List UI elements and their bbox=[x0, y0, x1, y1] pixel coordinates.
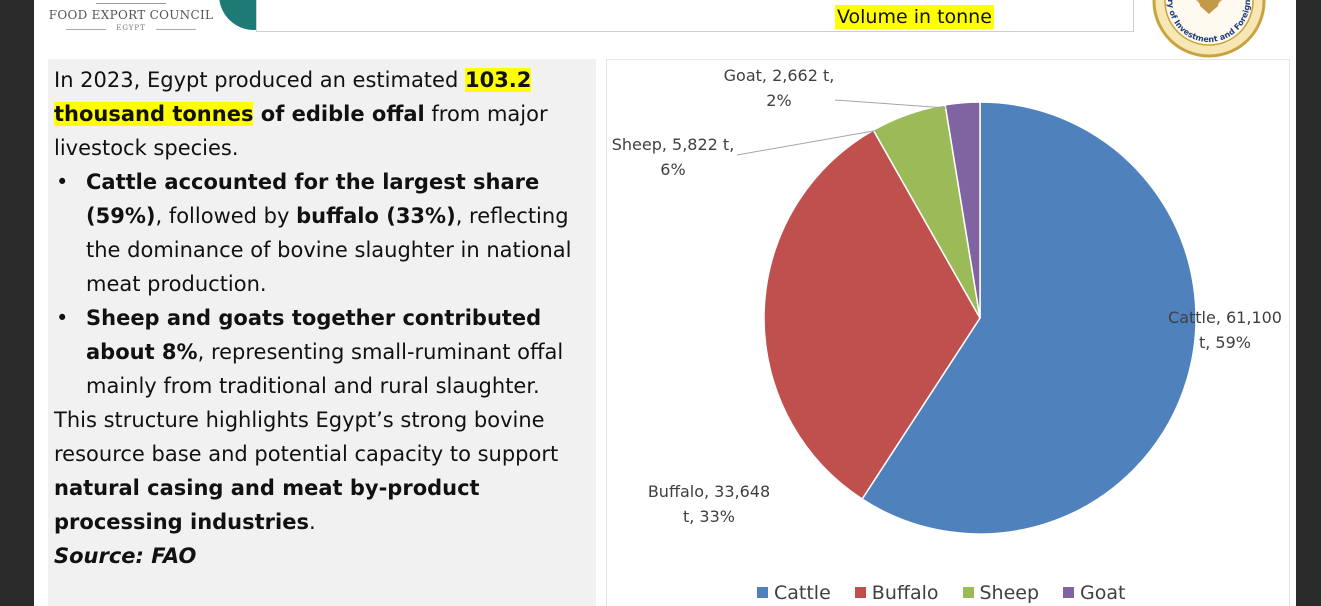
legend-swatch bbox=[1063, 587, 1075, 598]
source-citation: Source: FAO bbox=[54, 544, 197, 568]
slide: FOOD EXPORT COUNCIL EGYPT Volume in tonn… bbox=[34, 0, 1296, 606]
logo-rule bbox=[66, 29, 106, 30]
legend-label: Sheep bbox=[979, 582, 1040, 604]
slice-label-cattle: Cattle, 61,100 t, 59% bbox=[1168, 308, 1282, 352]
closing-bold-text: natural casing and meat by-product proce… bbox=[54, 476, 480, 534]
bullet1-mid: , followed by bbox=[155, 204, 297, 228]
logo-rule bbox=[156, 29, 196, 30]
slice-label-sheep: Sheep, 5,822 t, 6% bbox=[612, 135, 735, 179]
bullet-sheep-goats: • Sheep and goats together contributed ab… bbox=[54, 301, 592, 403]
legend-item-sheep: Sheep bbox=[962, 582, 1040, 604]
bullet1-text: , reflecting the dominance of bovine sla… bbox=[86, 204, 572, 296]
closing-text-end: . bbox=[308, 510, 316, 534]
ministry-seal-icon: Ministry of Investment and Foreign Trade bbox=[1152, 0, 1266, 58]
legend-item-buffalo: Buffalo bbox=[854, 582, 939, 604]
intro-text-end: from major livestock species. bbox=[54, 102, 548, 160]
bullet1-bold2: buffalo (33%) bbox=[296, 204, 456, 228]
logo-org-name: FOOD EXPORT COUNCIL bbox=[48, 8, 214, 22]
legend-item-goat: Goat bbox=[1063, 582, 1126, 604]
bullet-dot-icon: • bbox=[56, 170, 69, 194]
legend-label: Goat bbox=[1080, 582, 1126, 604]
chart-title: Volume in tonne bbox=[835, 5, 994, 29]
summary-text: In 2023, Egypt produced an estimated 103… bbox=[54, 63, 592, 573]
pie-slice-goat bbox=[944, 101, 981, 319]
intro-bold-text: of edible offal bbox=[253, 102, 425, 126]
bullet-cattle-buffalo: • Cattle accounted for the largest share … bbox=[54, 165, 592, 301]
legend-label: Buffalo bbox=[871, 582, 939, 604]
bullet-dot-icon: • bbox=[56, 306, 69, 330]
label-leader-line bbox=[736, 129, 880, 156]
slice-label-buffalo: Buffalo, 33,648 t, 33% bbox=[648, 482, 770, 526]
chart-title-box: Volume in tonne bbox=[256, 0, 1134, 32]
legend-swatch bbox=[757, 587, 768, 598]
legend-swatch bbox=[962, 587, 974, 598]
pie-slice-cattle bbox=[861, 101, 1197, 535]
intro-text: In 2023, Egypt produced an estimated bbox=[54, 68, 465, 92]
key-points-list: • Cattle accounted for the largest share … bbox=[54, 165, 592, 403]
pie-chart: Cattle, 61,100 t, 59% Buffalo, 33,648 t, 33… bbox=[612, 66, 1282, 535]
legend-label: Cattle bbox=[774, 582, 831, 604]
bullet2-bold: Sheep and goats together contributed abo… bbox=[86, 306, 542, 364]
closing-paragraph: This structure highlights Egypt’s strong… bbox=[54, 403, 592, 539]
pie-chart-panel: Cattle, 61,100 t, 59% Buffalo, 33,648 t, 33… bbox=[606, 59, 1290, 606]
slice-label-goat: Goat, 2,662 t, 2% bbox=[724, 66, 835, 110]
logo-org-country: EGYPT bbox=[116, 24, 146, 32]
food-export-council-logo: FOOD EXPORT COUNCIL EGYPT bbox=[46, 0, 216, 40]
chart-legend: Cattle Buffalo Sheep Goat bbox=[757, 582, 1150, 604]
pie-slice-buffalo bbox=[763, 129, 981, 501]
legend-item-cattle: Cattle bbox=[757, 582, 831, 604]
logo-rule bbox=[96, 3, 166, 4]
summary-text-panel: In 2023, Egypt produced an estimated 103… bbox=[48, 59, 596, 606]
label-leader-line bbox=[834, 99, 948, 109]
closing-text: This structure highlights Egypt’s strong… bbox=[54, 408, 559, 466]
intro-paragraph: In 2023, Egypt produced an estimated 103… bbox=[54, 63, 592, 165]
legend-swatch bbox=[854, 587, 866, 598]
bullet2-text: , representing small-ruminant offal main… bbox=[86, 340, 564, 398]
bullet1-bold: Cattle accounted for the largest share (… bbox=[86, 170, 540, 228]
